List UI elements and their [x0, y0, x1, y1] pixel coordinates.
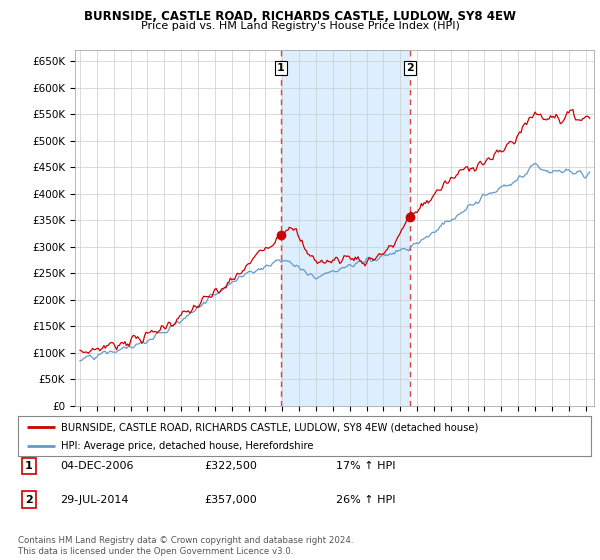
Text: £322,500: £322,500 [204, 461, 257, 471]
Text: £357,000: £357,000 [204, 494, 257, 505]
Text: 1: 1 [25, 461, 32, 471]
Text: 26% ↑ HPI: 26% ↑ HPI [336, 494, 395, 505]
Text: Price paid vs. HM Land Registry's House Price Index (HPI): Price paid vs. HM Land Registry's House … [140, 21, 460, 31]
Text: BURNSIDE, CASTLE ROAD, RICHARDS CASTLE, LUDLOW, SY8 4EW (detached house): BURNSIDE, CASTLE ROAD, RICHARDS CASTLE, … [61, 422, 478, 432]
Text: 2: 2 [406, 63, 413, 73]
Text: 29-JUL-2014: 29-JUL-2014 [60, 494, 128, 505]
Text: HPI: Average price, detached house, Herefordshire: HPI: Average price, detached house, Here… [61, 441, 313, 450]
Text: Contains HM Land Registry data © Crown copyright and database right 2024.
This d: Contains HM Land Registry data © Crown c… [18, 536, 353, 556]
Text: BURNSIDE, CASTLE ROAD, RICHARDS CASTLE, LUDLOW, SY8 4EW: BURNSIDE, CASTLE ROAD, RICHARDS CASTLE, … [84, 10, 516, 23]
Text: 04-DEC-2006: 04-DEC-2006 [60, 461, 133, 471]
Text: 17% ↑ HPI: 17% ↑ HPI [336, 461, 395, 471]
Text: 1: 1 [277, 63, 285, 73]
Bar [281, 50, 410, 406]
Text: 2: 2 [25, 494, 32, 505]
